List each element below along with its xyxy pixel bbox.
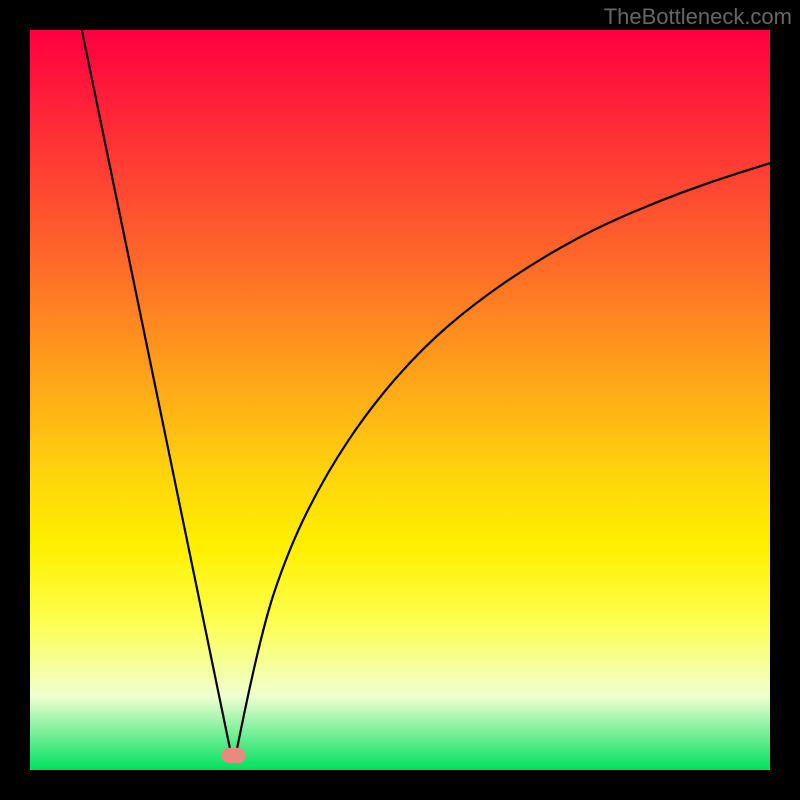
figure-container: TheBottleneck.com (0, 0, 800, 800)
watermark-text: TheBottleneck.com (604, 4, 792, 30)
curve-right-branch (237, 163, 770, 748)
bottleneck-curve-svg (30, 30, 770, 770)
curve-left-branch (82, 30, 230, 748)
minimum-marker (222, 748, 244, 763)
plot-area (30, 30, 770, 770)
